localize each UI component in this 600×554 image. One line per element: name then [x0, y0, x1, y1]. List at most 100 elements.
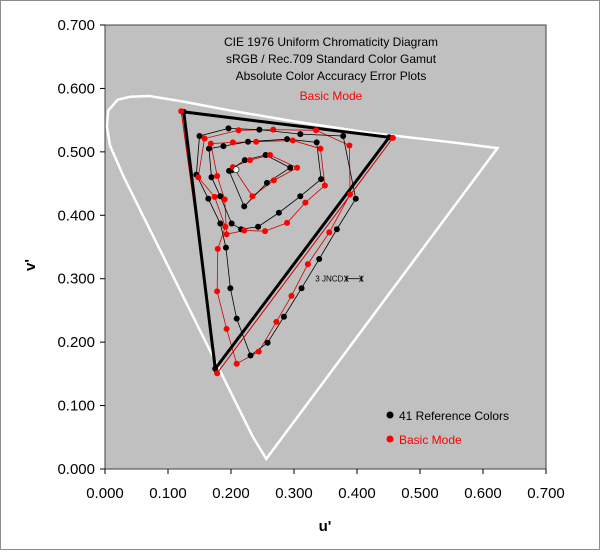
reference-color-point — [241, 157, 248, 164]
reference-color-point — [333, 226, 340, 233]
basic-mode-points — [178, 108, 396, 377]
basic-mode-point — [249, 193, 256, 200]
basic-mode-point — [294, 164, 301, 171]
reference-color-point — [340, 133, 347, 139]
srgb-gamut-triangle — [182, 110, 392, 373]
y-tick-label: 0.100 — [57, 398, 95, 415]
reference-color-point — [255, 223, 262, 230]
reference-color-point — [205, 145, 212, 152]
jncd-marker — [343, 275, 364, 282]
basic-mode-point — [201, 135, 208, 142]
legend-reference-label: 41 Reference Colors — [399, 409, 509, 423]
y-tick-label: 0.600 — [57, 80, 95, 97]
reference-color-point — [256, 126, 263, 133]
x-tick-label: 0.400 — [338, 485, 376, 502]
reference-color-point — [233, 315, 240, 322]
basic-mode-point — [241, 227, 248, 234]
basic-mode-point — [232, 166, 240, 173]
y-axis-label: v' — [22, 259, 39, 271]
reference-color-point — [208, 174, 215, 181]
reference-color-point — [264, 339, 271, 346]
reference-color-point — [297, 131, 304, 138]
reference-color-points — [180, 108, 393, 372]
reference-color-point — [313, 139, 320, 146]
x-tick-label: 0.700 — [527, 485, 565, 502]
basic-mode-point — [195, 174, 202, 181]
basic-mode-point — [321, 182, 328, 189]
basic-mode-point — [288, 292, 295, 299]
jncd-label: 3 JNCD — [315, 275, 343, 284]
basic-mode-point — [214, 370, 221, 377]
basic-mode-point — [214, 172, 221, 179]
y-tick-label: 0.500 — [57, 144, 95, 161]
y-tick-label: 0.000 — [57, 461, 95, 478]
reference-color-point — [220, 143, 227, 150]
reference-color-point — [217, 220, 224, 227]
basic-mode-point — [267, 152, 274, 159]
reference-color-point — [222, 244, 229, 251]
reference-color-point — [241, 203, 248, 210]
spectral-locus-outline — [105, 94, 500, 462]
reference-color-point — [352, 195, 359, 202]
reference-color-point — [297, 193, 304, 200]
x-axis-ticks: 0.000 0.100 0.200 0.300 0.400 0.500 0.600 0.700 — [86, 469, 565, 502]
y-axis-ticks: 0.000 0.100 0.200 0.300 0.400 0.500 0.600 0.700 — [57, 17, 105, 478]
basic-mode-point — [346, 142, 353, 149]
y-tick-label: 0.200 — [57, 334, 95, 351]
basic-mode-point — [255, 348, 262, 355]
legend-reference-marker — [386, 411, 394, 419]
basic-mode-point — [326, 229, 333, 236]
legend-basic-mode-marker — [386, 435, 394, 443]
x-tick-label: 0.600 — [464, 485, 502, 502]
reference-color-point — [217, 193, 224, 200]
reference-color-point — [287, 164, 294, 171]
basic-mode-point — [389, 134, 396, 141]
basic-mode-point — [284, 219, 291, 226]
reference-color-point — [284, 136, 291, 143]
basic-mode-point — [313, 127, 320, 134]
legend-basic-mode-label: Basic Mode — [399, 433, 462, 447]
basic-mode-point — [211, 193, 218, 200]
reference-color-point — [298, 285, 305, 292]
reference-color-point — [205, 195, 212, 202]
basic-mode-point — [270, 177, 277, 184]
reference-color-point — [280, 313, 287, 320]
x-tick-label: 0.500 — [401, 485, 439, 502]
plot-area — [104, 24, 547, 470]
chart-title-line-3: Absolute Color Accuracy Error Plots — [236, 69, 427, 83]
x-tick-label: 0.300 — [275, 485, 313, 502]
reference-color-point — [262, 152, 269, 159]
basic-mode-point — [221, 196, 228, 203]
basic-mode-point — [317, 145, 324, 152]
y-tick-label: 0.700 — [57, 17, 95, 34]
reference-color-point — [318, 176, 325, 183]
basic-mode-point — [214, 288, 221, 295]
basic-mode-point — [273, 318, 280, 325]
basic-mode-point — [302, 199, 309, 206]
chart-title-line-2: sRGB / Rec.709 Standard Color Gamut — [226, 52, 437, 66]
chart-legend: 41 Reference Colors Basic Mode — [386, 409, 509, 447]
reference-color-point — [245, 138, 252, 145]
basic-mode-point — [270, 126, 277, 133]
reference-color-point — [228, 220, 235, 227]
reference-color-point — [316, 256, 323, 263]
chart-title-line-1: CIE 1976 Uniform Chromaticity Diagram — [224, 35, 438, 49]
basic-mode-point — [223, 231, 230, 238]
chart-mode-label: Basic Mode — [300, 89, 363, 103]
basic-mode-point — [233, 360, 240, 367]
basic-mode-point — [229, 139, 236, 146]
x-tick-label: 0.100 — [149, 485, 187, 502]
y-tick-label: 0.300 — [57, 271, 95, 288]
reference-color-point — [275, 209, 282, 216]
basic-mode-point — [207, 140, 214, 147]
reference-color-point — [247, 352, 254, 359]
basic-mode-point — [178, 108, 185, 115]
basic-mode-point — [214, 245, 221, 252]
jncd-annotation: 3 JNCD — [315, 275, 364, 284]
y-tick-label: 0.400 — [57, 207, 95, 224]
basic-mode-point — [253, 138, 260, 145]
basic-mode-point — [262, 228, 269, 235]
reference-color-point — [196, 133, 203, 139]
basic-mode-point — [347, 191, 354, 198]
